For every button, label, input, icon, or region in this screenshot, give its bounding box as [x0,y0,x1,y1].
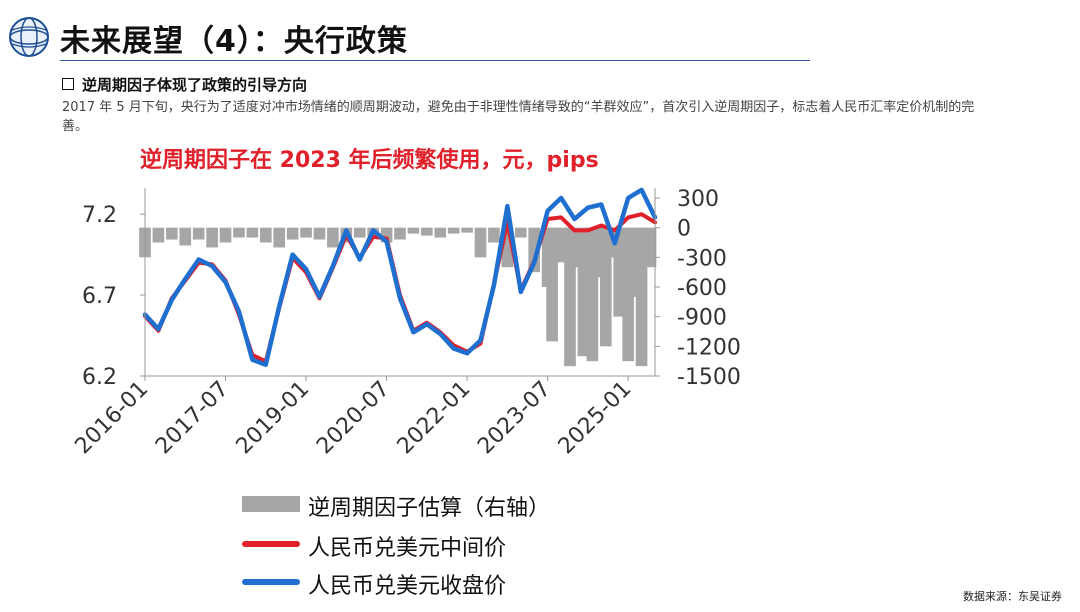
factor-bar [246,227,259,238]
factor-bar [434,227,447,238]
x-tick-label: 2022-01 [393,377,476,460]
factor-bar [152,227,165,243]
factor-bar [586,227,599,362]
right-tick-label: -1200 [677,335,741,360]
right-tick-label: -600 [677,276,727,301]
x-tick-label: 2019-01 [232,377,315,460]
factor-bar [353,227,366,238]
left-tick-label: 6.2 [82,365,117,390]
x-tick-label: 2025-01 [554,377,637,460]
legend-swatch-blue [242,579,300,585]
factor-bar [488,227,500,243]
factor-bar [644,227,657,268]
factor-bar [166,227,178,240]
legend-label-red: 人民币兑美元中间价 [308,536,507,561]
factor-bar [591,227,603,278]
left-tick-label: 7.2 [82,203,117,228]
legend-swatch-red [242,541,300,547]
factor-bar [528,227,541,273]
factor-bar [192,227,205,240]
closing-rate-line [142,187,658,367]
factor-bar [577,227,590,357]
factor-bar [461,227,473,233]
title-divider [60,60,810,61]
factor-bar [407,227,420,234]
factor-bar [313,227,326,240]
right-tick-label: 300 [677,187,719,212]
factor-bar [546,227,558,342]
factor-bar [635,227,648,367]
right-tick-label: 0 [677,217,691,242]
factor-bar [447,227,460,234]
factor-bar [474,227,487,258]
factor-bar [564,227,576,367]
right-tick-label: -1500 [677,365,741,390]
data-source-note: 数据来源：东吴证券 [963,590,1062,603]
section-heading-text: 逆周期因子体现了政策的引导方向 [82,76,308,94]
legend-label-blue: 人民币兑美元收盘价 [308,574,507,599]
factor-bar [501,227,514,268]
factor-bar [327,227,339,248]
factor-bar [394,227,406,240]
chart: 6.26.77.23000-300-600-900-1200-15002016-… [71,187,741,460]
left-tick-label: 6.7 [82,284,117,309]
page-title: 未来展望（4）：央行政策 [60,24,408,59]
chart-title: 逆周期因子在 2023 年后频繁使用，元，pips [140,148,599,173]
factor-bar [626,227,639,297]
counter-cyclical-factor-bars [139,227,657,367]
legend-swatch-gray [242,496,300,512]
right-tick-label: -300 [677,246,727,271]
x-tick-label: 2023-07 [473,377,556,460]
factor-bar [380,227,393,243]
x-tick-label: 2020-07 [312,377,395,460]
exchange-rate-lines [142,187,658,367]
factor-bar [568,227,581,268]
right-tick-label: -900 [677,306,727,331]
factor-bar [514,227,527,238]
factor-bar [421,227,433,236]
x-tick-label: 2017-07 [151,377,234,460]
legend-label-gray: 逆周期因子估算（右轴） [308,496,551,521]
intro-paragraph: 2017 年 5 月下旬，央行为了适度对冲市场情绪的顺周期波动，避免由于非理性情… [62,100,975,134]
factor-bar [300,227,312,238]
factor-bar [555,227,567,263]
factor-bar [613,227,626,317]
factor-bar [206,227,218,248]
square-bullet-icon [62,78,74,90]
factor-bar [259,227,272,243]
globe-logo-icon [9,17,49,57]
factor-bar [599,227,612,347]
factor-bar [219,227,232,243]
factor-bar [273,227,286,248]
section-heading: 逆周期因子体现了政策的引导方向 [62,74,307,95]
factor-bar [286,227,299,240]
factor-bar [233,227,245,238]
factor-bar [179,227,192,246]
